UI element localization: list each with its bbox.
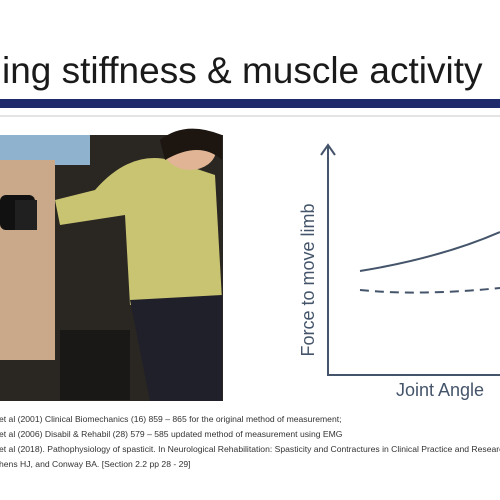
reference: et al (2018). Pathophysiology of spastic… <box>0 444 500 454</box>
reference: hens HJ, and Conway BA. [Section 2.2 pp … <box>0 459 191 469</box>
reference: et al (2001) Clinical Biomechanics (16) … <box>0 414 342 424</box>
x-axis-label: Joint Angle <box>396 380 484 400</box>
title-bar <box>0 99 500 108</box>
diagram: Force to move limb Joint Angle <box>298 143 500 400</box>
y-axis-arrow <box>320 143 336 156</box>
slide-title: ing stiffness & muscle activity <box>2 50 483 91</box>
reference: et al (2006) Disabil & Rehabil (28) 579 … <box>0 429 343 439</box>
y-axis-label: Force to move limb <box>298 203 318 356</box>
references: et al (2001) Clinical Biomechanics (16) … <box>0 412 500 472</box>
solid-curve <box>359 231 500 272</box>
dashed-curve <box>359 287 500 294</box>
photo <box>0 128 223 401</box>
